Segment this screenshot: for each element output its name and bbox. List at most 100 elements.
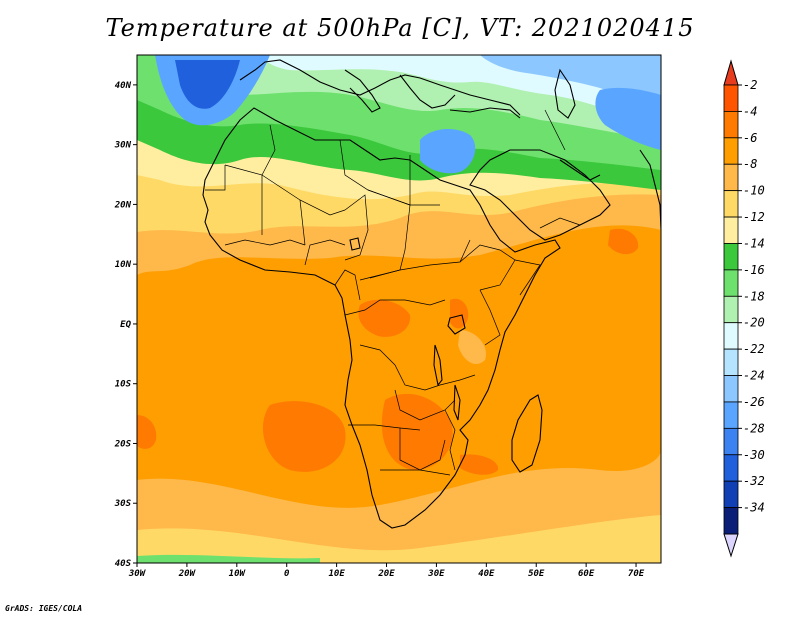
border-algeria-mali [261, 174, 346, 216]
border-western-sahara [205, 165, 226, 191]
grads-credit: GrADS: IGES/COLA [5, 604, 83, 613]
colorbar-swatch [723, 216, 739, 244]
field-south-pale [137, 515, 661, 563]
field-hot-atlantic [262, 401, 346, 472]
colorbar-bottom-arrow [723, 533, 739, 558]
caspian-coastline [554, 68, 576, 119]
colorbar-top-arrow [723, 59, 739, 86]
colorbar-swatch [723, 190, 739, 218]
coastlines [202, 59, 661, 529]
colorbar-swatch [723, 348, 739, 376]
border-cameroon [334, 269, 361, 301]
colorbar-swatch [723, 111, 739, 139]
lake-chad [349, 237, 361, 251]
lon-tick-label: 10W [229, 569, 247, 579]
field-hot-westedge [137, 415, 157, 449]
colorbar-swatch [723, 163, 739, 192]
colorbar-label: -22 [743, 342, 765, 356]
lon-tick-label: 50E [528, 569, 545, 579]
colorbar-label: -4 [743, 104, 757, 118]
border-morocco-algeria [224, 124, 276, 176]
colorbar-swatch [723, 480, 739, 508]
balkans-coastline [399, 74, 456, 109]
colorbar-label: -10 [743, 184, 765, 198]
border-niger-chad [344, 194, 369, 261]
colorbar-label: -16 [743, 263, 765, 277]
arabia-coastline [469, 149, 611, 241]
lat-tick-label: 20S [114, 439, 132, 449]
anatolia-coastline [449, 107, 521, 119]
field-hot-southern [381, 393, 453, 470]
india-coastline [639, 149, 661, 231]
field-hot-congo [358, 299, 411, 337]
colorbar-swatch [723, 269, 739, 297]
field-orange-gulf [458, 330, 486, 365]
border-tanzania [439, 374, 476, 386]
madagascar-coastline [511, 394, 543, 473]
colorbar-label: -28 [743, 421, 765, 435]
lat-tick-label: EQ [120, 320, 131, 330]
country-borders [205, 109, 581, 476]
colorbar: -2 -4 -6 -8 -10 -12 -14 -16 -18 -20 -22 -24 -26 -28 -3… [723, 59, 765, 558]
lon-tick-label: 60E [578, 569, 595, 579]
lon-tick-label: 30E [427, 569, 445, 579]
lat-tick-label: 30N [114, 141, 132, 151]
border-zambia [394, 389, 456, 421]
lat-tick-label: 20N [114, 200, 132, 210]
lat-tick-label: 10N [115, 260, 132, 270]
temperature-field [137, 55, 661, 563]
colorbar-swatch [723, 243, 739, 271]
colorbar-label: -12 [743, 210, 765, 224]
colorbar-swatch [723, 84, 739, 112]
italy-coastline [344, 69, 381, 113]
field-blue-ne [595, 87, 661, 150]
field-blue-light [480, 55, 661, 110]
colorbar-swatch [723, 295, 739, 324]
field-blue-med [420, 128, 476, 174]
border-ethiopia [459, 244, 516, 291]
colorbar-swatch [723, 454, 739, 482]
border-drc-west [344, 299, 446, 316]
border-nigeria [304, 239, 346, 266]
colorbar-label: -20 [743, 316, 765, 330]
colorbar-swatch [723, 375, 739, 403]
lake-victoria [447, 314, 466, 335]
field-hot-arabiansea [608, 228, 639, 255]
field-hot-mozambique [460, 454, 499, 475]
colorbar-label: -32 [743, 474, 765, 488]
colorbar-swatch [723, 401, 739, 429]
lat-tick-label: 40N [115, 81, 132, 91]
field-blue-nw-core [175, 60, 240, 109]
map-frame [136, 54, 662, 564]
colorbar-label: -34 [743, 501, 765, 515]
lon-tick-label: 40E [478, 569, 495, 579]
lat-tick-label: 30S [114, 499, 132, 509]
lake-malawi [453, 384, 461, 421]
colorbar-label: -6 [743, 131, 757, 145]
lat-tick-label: 40S [115, 559, 132, 569]
lon-tick-label: 70E [628, 569, 645, 579]
colorbar-label: -18 [743, 289, 765, 303]
colorbar-swatch [723, 507, 739, 535]
colorbar-label: -26 [743, 395, 765, 409]
lake-tanganyika [433, 344, 443, 387]
colorbar-swatch [723, 137, 739, 165]
lon-tick-label: 0 [284, 569, 290, 579]
colorbar-label: -14 [743, 236, 765, 250]
lon-tick-label: 30W [128, 569, 147, 579]
lon-tick-label: 20W [178, 569, 197, 579]
border-mali-niger [299, 199, 306, 246]
colorbar-label: -2 [743, 78, 757, 92]
border-sudan-south [399, 239, 471, 271]
border-saudi-yemen [539, 217, 581, 229]
colorbar-swatch [723, 427, 739, 456]
field-south-green [137, 554, 320, 563]
lat-tick-label: 10S [115, 380, 132, 390]
colorbar-label: -24 [743, 369, 765, 383]
border-angola-namibia [348, 424, 421, 431]
colorbar-swatch [723, 322, 739, 350]
colorbar-label: -30 [743, 448, 765, 462]
border-kenya [479, 289, 501, 346]
map-title: Temperature at 500hPa [C], VT: 202102041… [105, 14, 695, 42]
